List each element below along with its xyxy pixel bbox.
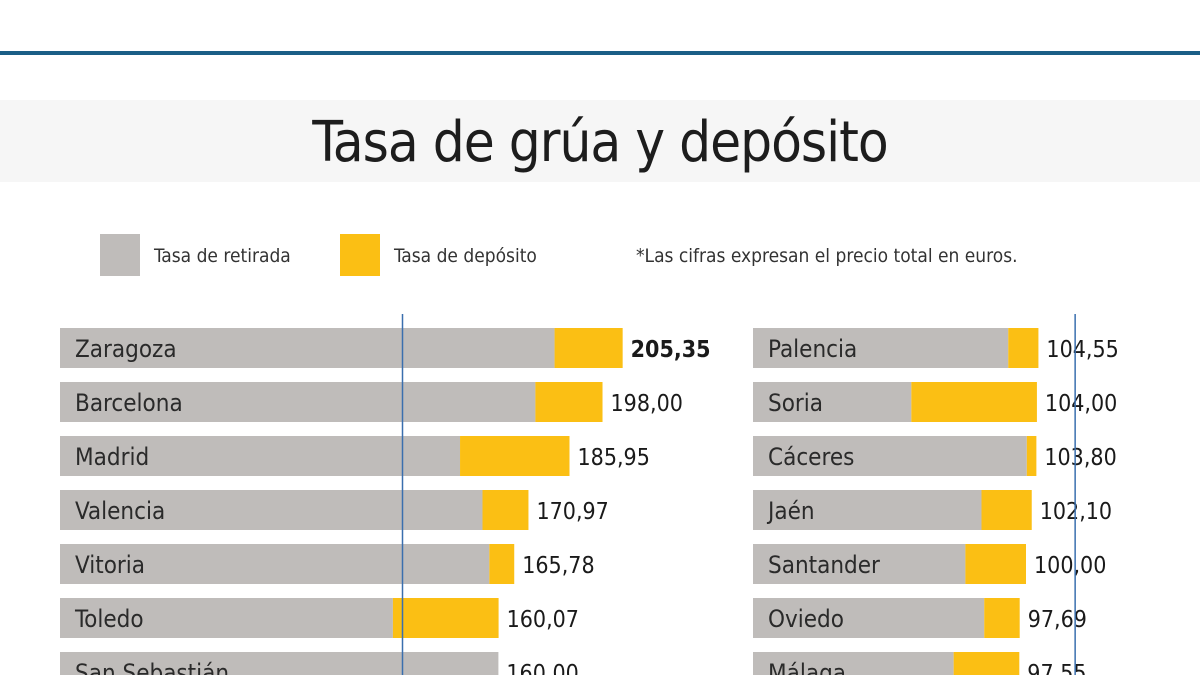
total-value-label: 97,55 [1027,661,1086,675]
bar-retirada [753,544,966,584]
category-label: San Sebastián [75,659,229,675]
bar-deposito [554,328,623,368]
bar-retirada [753,382,912,422]
total-value-label: 97,69 [1028,607,1087,633]
category-label: Soria [768,389,823,417]
bar-retirada [753,490,982,530]
total-value-label: 205,35 [631,337,711,363]
bar-retirada [753,598,985,638]
bar-retirada [753,328,1009,368]
bar-deposito [1008,328,1039,368]
bar-retirada [753,436,1027,476]
category-label: Santander [768,551,880,579]
category-label: Cáceres [768,443,854,471]
bar-deposito [392,598,499,638]
chart-title: Tasa de grúa y depósito [312,110,888,175]
legend-label-retirada: Tasa de retirada [154,245,291,267]
category-label: Toledo [74,605,144,633]
bar-deposito [984,598,1020,638]
legend-swatch-deposito [340,234,380,276]
bar-retirada [60,436,461,476]
total-value-label: 198,00 [611,391,683,417]
bar-deposito [460,436,570,476]
top-rule [0,51,1200,55]
bar-deposito [489,544,515,584]
total-value-label: 104,55 [1046,337,1118,363]
bar-deposito [482,490,529,530]
category-label: Zaragoza [75,335,177,363]
total-value-label: 104,00 [1045,391,1117,417]
bar-retirada [60,328,555,368]
category-label: Vitoria [75,551,145,579]
total-value-label: 170,97 [536,499,608,525]
category-label: Jaén [766,497,815,525]
bar-deposito [911,382,1037,422]
bar-deposito [981,490,1032,530]
bar-retirada [60,490,483,530]
legend-swatch-retirada [100,234,140,276]
total-value-label: 160,00 [506,661,578,675]
category-label: Madrid [75,443,149,471]
total-value-label: 102,10 [1040,499,1112,525]
bar-retirada [753,652,954,675]
title-band [0,100,1200,182]
bar-retirada [60,652,499,675]
legend-label-deposito: Tasa de depósito [394,245,537,267]
total-value-label: 165,78 [522,553,594,579]
total-value-label: 185,95 [578,445,650,471]
currency-note: *Las cifras expresan el precio total en … [636,245,1018,267]
bar-deposito [965,544,1026,584]
bar-deposito [535,382,603,422]
bar-retirada [60,544,490,584]
total-value-label: 103,80 [1044,445,1116,471]
category-label: Palencia [768,335,857,363]
category-label: Barcelona [75,389,183,417]
category-label: Valencia [75,497,165,525]
bar-retirada [60,382,536,422]
bar-deposito [1026,436,1037,476]
total-value-label: 100,00 [1034,553,1106,579]
bar-deposito [953,652,1020,675]
total-value-label: 160,07 [507,607,579,633]
category-label: Oviedo [768,605,844,633]
category-label: Málaga [768,659,846,675]
bar-retirada [60,598,393,638]
